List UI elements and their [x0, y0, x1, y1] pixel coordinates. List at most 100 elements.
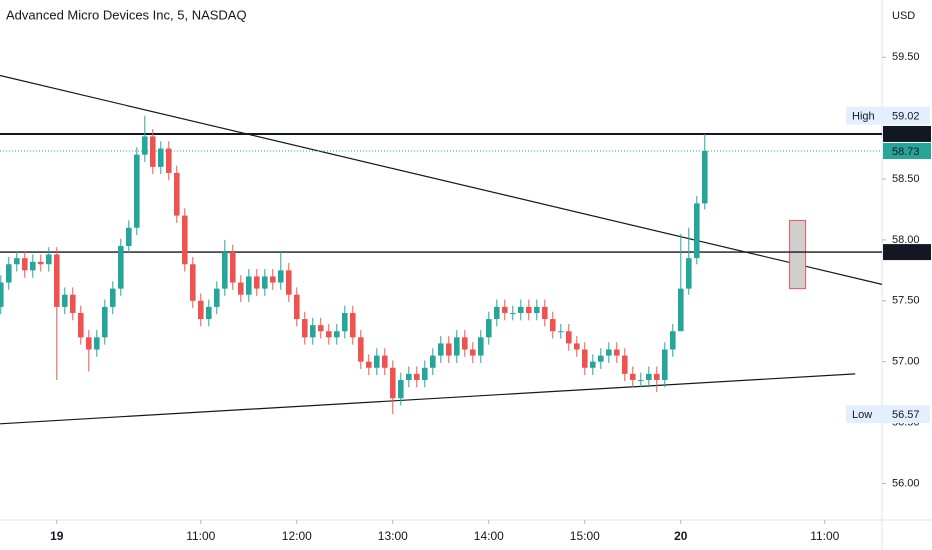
level-tag: 58.87	[892, 129, 920, 141]
candle-body	[614, 349, 620, 356]
candle-body	[686, 258, 692, 289]
candle-body	[654, 373, 660, 380]
candle-body	[406, 373, 412, 380]
y-tick-label: 57.00	[892, 356, 920, 368]
day-low-value: 56.57	[892, 409, 920, 421]
candle-body	[238, 282, 244, 295]
candle-body	[14, 258, 20, 265]
candle-body	[638, 379, 644, 381]
candle-body	[54, 254, 60, 307]
level-tag-bg	[883, 125, 931, 142]
candle-body	[646, 373, 652, 380]
candle-body	[542, 306, 548, 320]
candle-body	[350, 312, 356, 338]
candle-body	[62, 294, 68, 307]
candle-body	[694, 203, 700, 259]
candle-body	[0, 282, 4, 307]
candle-body	[518, 306, 524, 313]
range-box	[789, 219, 807, 290]
candle-body	[182, 215, 188, 265]
candle-body	[166, 148, 172, 173]
candle-body	[430, 355, 436, 368]
candle-body	[46, 254, 52, 265]
candle-body	[230, 252, 236, 283]
candle-body	[334, 331, 340, 338]
x-tick-label: 20	[674, 529, 688, 543]
trend-line	[0, 373, 856, 425]
candle-body	[454, 337, 460, 356]
candle-body	[366, 361, 372, 368]
y-tick-label: 56.00	[892, 477, 920, 489]
candle-body	[342, 312, 348, 332]
y-tick-label: 58.50	[892, 173, 920, 185]
candle-body	[382, 355, 388, 368]
candle-body	[222, 252, 228, 289]
candle-body	[470, 349, 476, 356]
day-high-label: High	[852, 111, 875, 123]
candle-body	[358, 337, 364, 362]
candle-body	[310, 325, 316, 338]
candle-body	[550, 319, 556, 332]
candle-body	[78, 312, 84, 338]
candle-body	[374, 355, 380, 368]
candle-body	[446, 343, 452, 356]
candle-body	[590, 361, 596, 368]
candle-body	[462, 337, 468, 350]
x-tick-label: 14:00	[474, 529, 504, 543]
candle-body	[582, 349, 588, 368]
candle-body	[566, 331, 572, 344]
candle-body	[622, 355, 628, 374]
x-tick-label: 13:00	[378, 529, 408, 543]
currency: USD	[892, 10, 915, 22]
candle-body	[302, 319, 308, 338]
candle-body	[86, 337, 92, 350]
candle-body	[318, 325, 324, 332]
candle-body	[670, 331, 676, 350]
candle-body	[150, 136, 156, 167]
candle-body	[294, 294, 300, 320]
x-tick-label: 19	[50, 529, 64, 543]
chart-title: Advanced Micro Devices Inc, 5, NASDAQ	[6, 7, 247, 22]
candle-body	[22, 258, 28, 271]
candle-body	[534, 306, 540, 313]
day-low-bg	[846, 405, 930, 424]
candle-body	[6, 264, 12, 283]
candle-body	[126, 227, 132, 246]
candle-body	[606, 349, 612, 356]
candle-body	[398, 379, 404, 399]
candle-body	[110, 288, 116, 307]
x-tick-label: 11:00	[810, 529, 839, 543]
candle-body	[134, 154, 140, 228]
candle-body	[486, 319, 492, 338]
candle-body	[254, 276, 260, 289]
level-tag: 57.90	[892, 247, 920, 259]
x-tick-label: 15:00	[570, 529, 600, 543]
candle-body	[678, 288, 684, 332]
last-price-tag: 58.73	[892, 146, 920, 158]
candle-body	[438, 343, 444, 356]
last-price-tag-bg	[883, 143, 931, 160]
candle-body	[270, 276, 276, 283]
candle-body	[70, 294, 76, 313]
candle-body	[478, 337, 484, 356]
candle-body	[574, 343, 580, 350]
candle-body	[630, 373, 636, 380]
candle-body	[262, 276, 268, 289]
candle-body	[526, 306, 532, 313]
candle-body	[502, 306, 508, 313]
candle-body	[206, 306, 212, 320]
candle-body	[246, 276, 252, 295]
candle-body	[38, 261, 44, 265]
day-high-value: 59.02	[892, 111, 920, 123]
candle-body	[326, 331, 332, 338]
day-high-bg	[846, 106, 930, 125]
candle-body	[422, 367, 428, 380]
candle-body	[118, 245, 124, 289]
x-tick-label: 11:00	[186, 529, 215, 543]
candle-body	[702, 151, 708, 204]
candle-body	[558, 331, 564, 333]
candle-body	[286, 270, 292, 295]
candle-body	[494, 306, 500, 320]
candle-body	[198, 300, 204, 320]
